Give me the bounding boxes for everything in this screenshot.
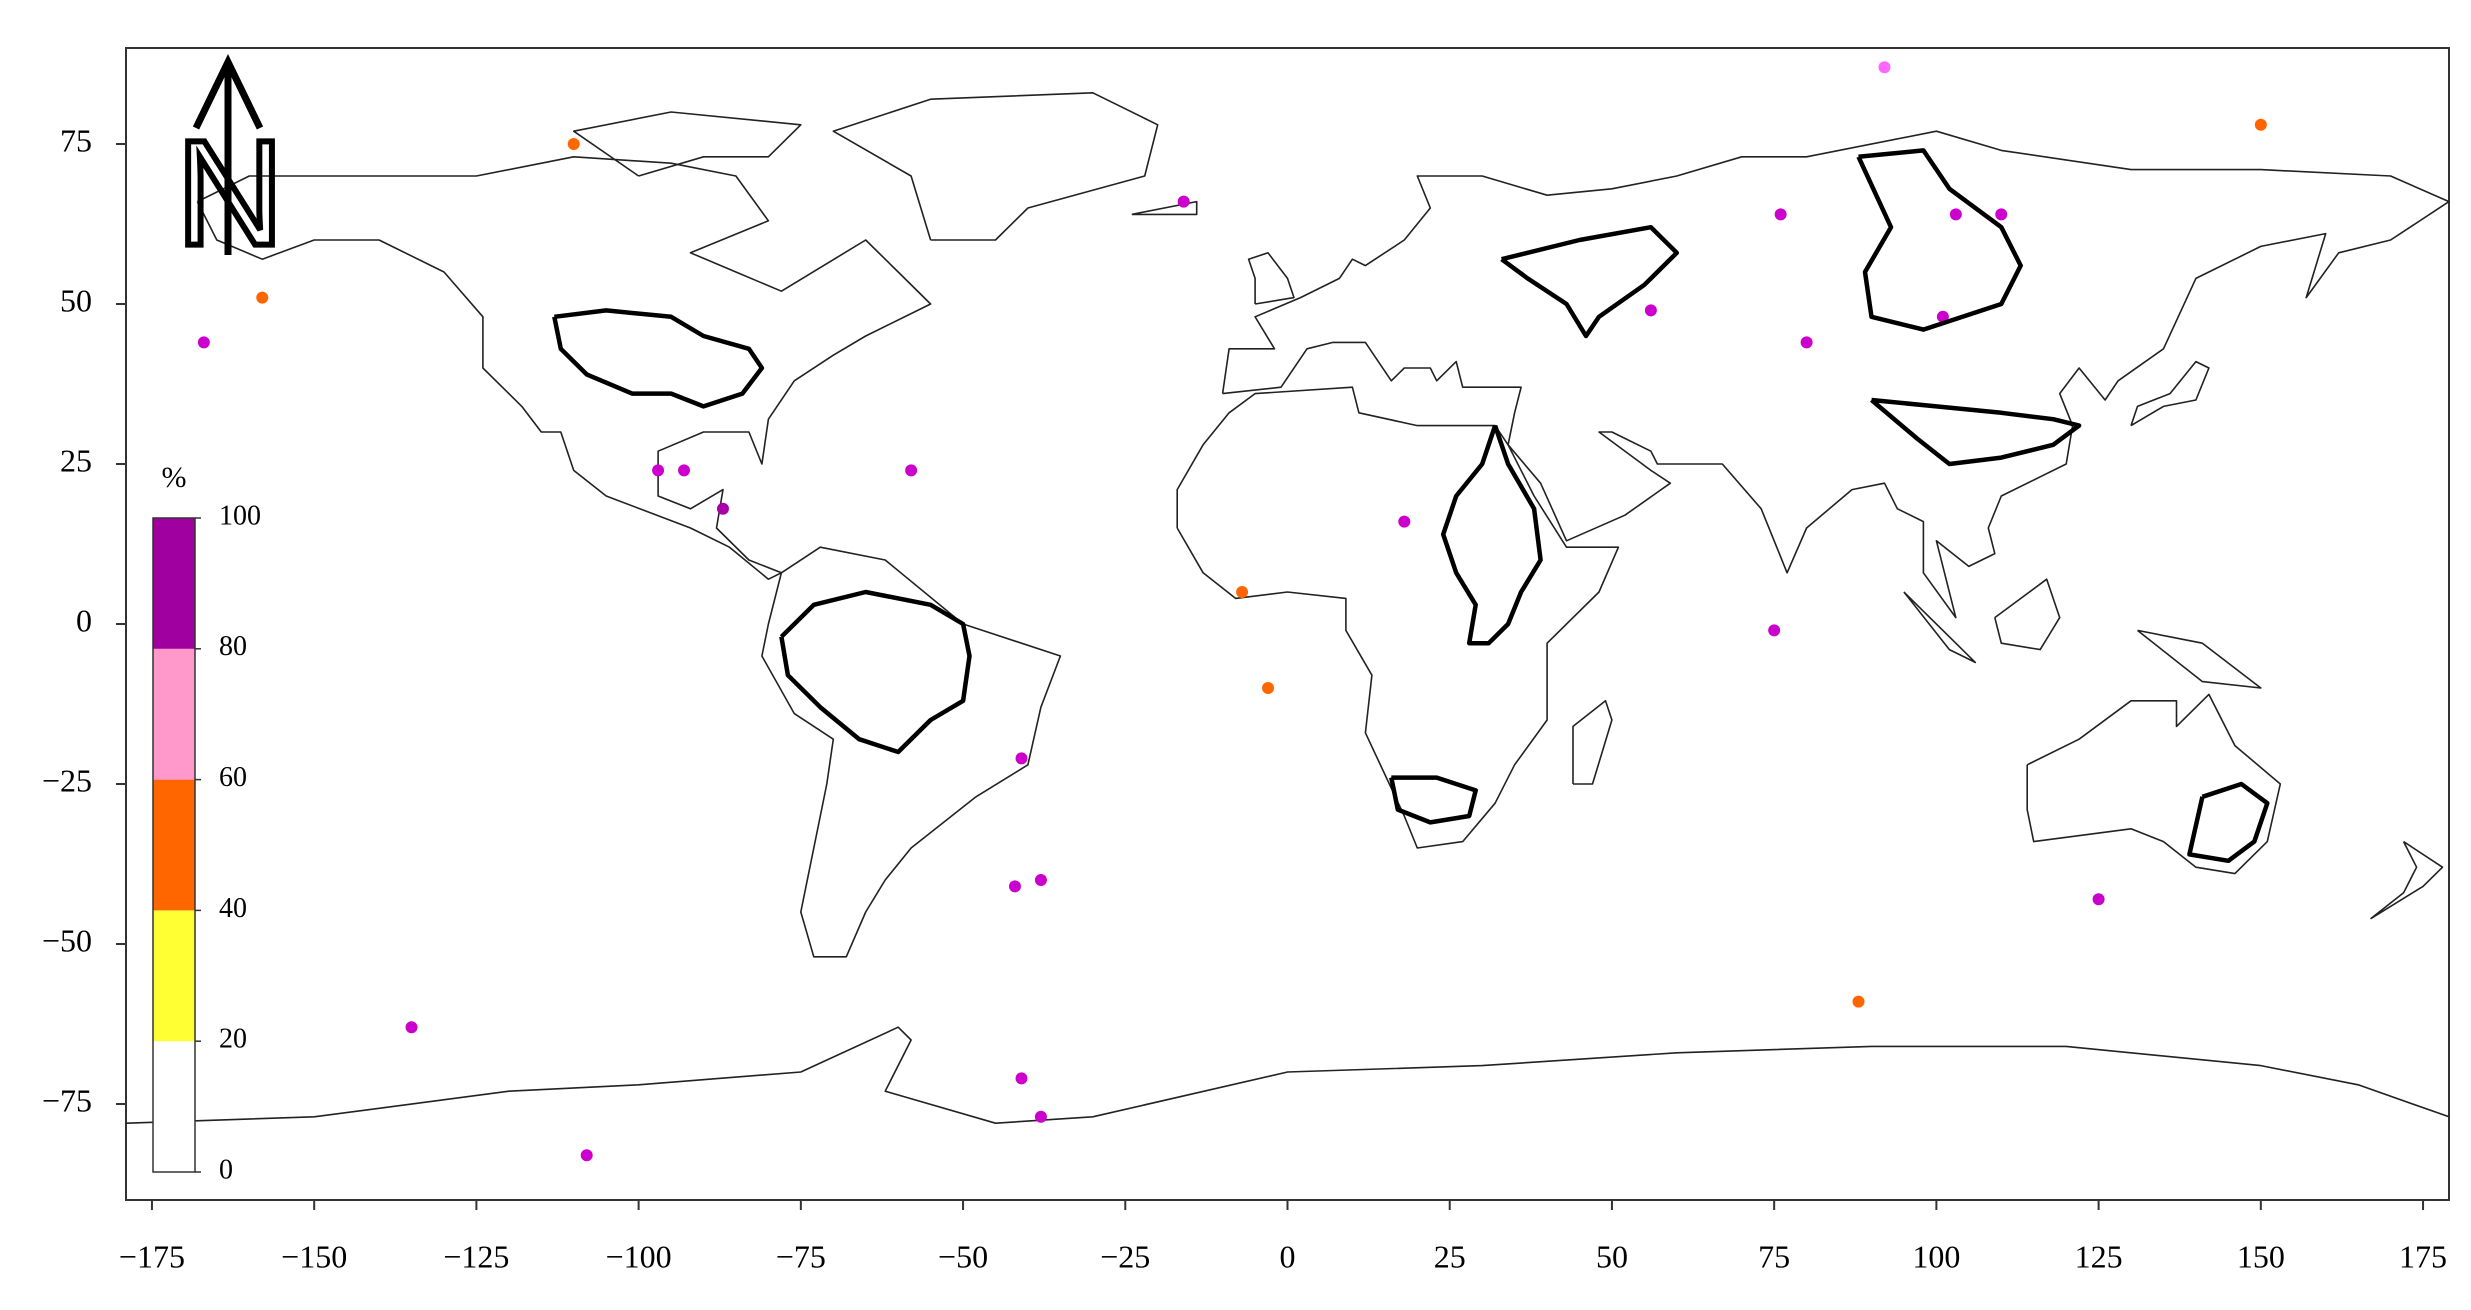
hotspot	[905, 464, 918, 477]
north-arrow: N	[173, 53, 287, 280]
colorbar: 0 20 40 60 80 100%	[152, 461, 261, 1185]
x-tick-label: −75	[776, 1238, 826, 1274]
hotspots	[197, 61, 2267, 1162]
y-tick-label: 75	[60, 122, 92, 158]
coastline	[761, 546, 1062, 958]
arrow-head	[192, 53, 264, 130]
coastline	[2370, 840, 2444, 920]
colorbar-label: 80	[219, 631, 247, 662]
hotspot	[1768, 624, 1781, 637]
coastline	[572, 111, 802, 177]
hotspot	[1644, 304, 1657, 317]
colorbar-segment	[153, 910, 195, 1042]
x-tick-label: −150	[281, 1238, 347, 1274]
hotspot	[405, 1021, 418, 1034]
basin-outline	[1870, 397, 2082, 467]
axes: −175 −150 −125 −100 −75 −50 −25 0 25 50 75 100 125 15…	[42, 122, 2447, 1274]
hotspot	[1008, 880, 1021, 893]
colorbar-segment	[153, 779, 195, 911]
colorbar-title: %	[162, 461, 187, 494]
colorbar-label: 0	[219, 1154, 233, 1185]
x-tick-label: −50	[938, 1238, 988, 1274]
x-tick-label: −25	[1100, 1238, 1150, 1274]
hotspot	[1774, 208, 1787, 221]
coastline	[2026, 693, 2282, 875]
y-tick-label: 0	[76, 602, 92, 638]
colorbar-label: 20	[219, 1024, 247, 1055]
hotspot	[567, 138, 580, 150]
coastline	[1247, 252, 1295, 305]
basin-outline	[1440, 424, 1543, 646]
basins	[552, 148, 2270, 864]
hotspot	[1034, 1110, 1047, 1123]
basin-outline	[779, 589, 972, 755]
hotspot	[678, 464, 691, 477]
coastline	[1131, 200, 1198, 216]
x-tick-label: −175	[119, 1238, 185, 1274]
hotspot	[2092, 893, 2105, 906]
hotspot	[197, 336, 210, 349]
coastline	[1994, 578, 2061, 651]
basin-outline	[552, 308, 765, 409]
hotspot	[1878, 61, 1891, 74]
colorbar-segment	[153, 1041, 195, 1172]
north-label: N	[176, 109, 284, 277]
hotspot	[1034, 874, 1047, 886]
hotspot	[1015, 1072, 1028, 1085]
coastline	[1572, 699, 1613, 785]
colorbar-segment	[153, 518, 195, 649]
basin-outline	[1389, 775, 1478, 825]
hotspot	[652, 464, 665, 477]
hotspot	[1398, 515, 1411, 528]
y-tick-label: −75	[42, 1082, 92, 1118]
y-tick-label: −50	[42, 922, 92, 958]
x-tick-label: −100	[606, 1238, 672, 1274]
hotspot	[580, 1149, 593, 1162]
hotspot	[1936, 310, 1949, 323]
basin-outline	[2187, 781, 2270, 864]
x-tick-label: 125	[2075, 1238, 2123, 1274]
y-tick-label: −25	[42, 762, 92, 798]
coastline	[2137, 629, 2262, 689]
y-tick-label: 50	[60, 282, 92, 318]
hotspot	[1236, 586, 1249, 598]
x-tick-label: 50	[1596, 1238, 1628, 1274]
hotspot	[1800, 336, 1813, 349]
coastline	[832, 92, 1159, 241]
coastline	[2130, 360, 2210, 427]
coastline	[1221, 130, 2450, 619]
plot-frame	[125, 47, 2450, 1201]
y-tick-label: 25	[60, 442, 92, 478]
colorbar-label: 40	[219, 893, 247, 924]
hotspot	[1262, 682, 1275, 694]
x-tick-label: 25	[1434, 1238, 1466, 1274]
colorbar-segment	[153, 648, 195, 780]
hotspot	[1949, 208, 1962, 221]
x-tick-label: 150	[2237, 1238, 2285, 1274]
colorbar-label: 100	[219, 500, 261, 531]
x-tick-label: 175	[2399, 1238, 2447, 1274]
basin-outline	[1856, 148, 2023, 332]
x-tick-label: 100	[1912, 1238, 1960, 1274]
x-tick-label: 0	[1280, 1238, 1296, 1274]
hotspot	[1015, 752, 1028, 765]
basin-outline	[1500, 224, 1680, 339]
coastline	[1903, 591, 1977, 664]
x-tick-label: 75	[1758, 1238, 1790, 1274]
x-tick-label: −125	[443, 1238, 509, 1274]
hotspot	[1852, 995, 1865, 1008]
hotspot	[1995, 208, 2008, 221]
hotspot	[256, 291, 269, 304]
hotspot	[716, 502, 729, 515]
coastline	[1176, 386, 1620, 849]
colorbar-label: 60	[219, 762, 247, 793]
hotspot	[1177, 195, 1190, 208]
hotspot	[2254, 118, 2267, 131]
colorbar-frame	[152, 517, 196, 1173]
